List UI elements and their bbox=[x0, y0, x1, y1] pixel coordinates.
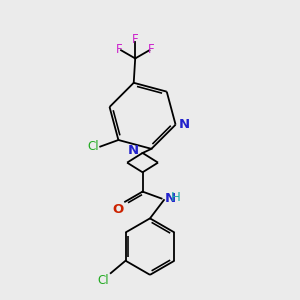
Text: F: F bbox=[132, 33, 139, 46]
Text: F: F bbox=[148, 43, 155, 56]
Text: N: N bbox=[179, 118, 190, 131]
Text: F: F bbox=[116, 43, 122, 56]
Text: Cl: Cl bbox=[87, 140, 99, 153]
Text: N: N bbox=[128, 144, 139, 158]
Text: O: O bbox=[112, 203, 123, 216]
Text: H: H bbox=[171, 191, 181, 204]
Text: Cl: Cl bbox=[98, 274, 109, 287]
Text: N: N bbox=[165, 192, 176, 205]
